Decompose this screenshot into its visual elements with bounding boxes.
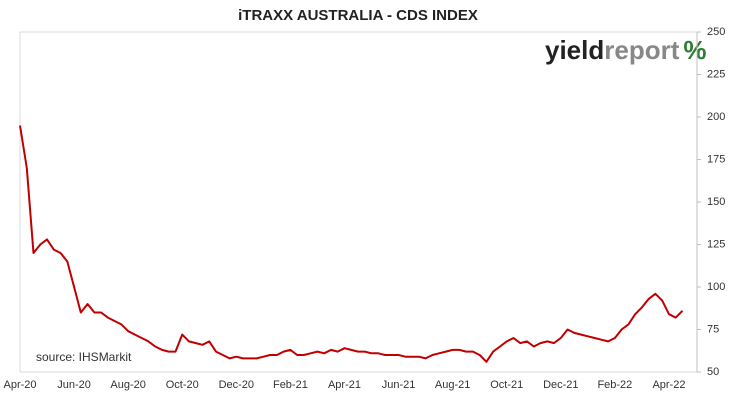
y-tick-label: 50	[707, 366, 719, 378]
x-tick-label: Jun-21	[382, 379, 416, 391]
x-tick-label: Oct-20	[166, 379, 199, 391]
y-tick-label: 175	[707, 153, 725, 165]
logo-yield: yield	[545, 35, 604, 65]
chart-title: iTRAXX AUSTRALIA - CDS INDEX	[238, 7, 478, 24]
x-tick-label: Apr-22	[652, 379, 685, 391]
y-tick-label: 250	[707, 26, 725, 38]
y-tick-label: 125	[707, 238, 725, 250]
x-tick-label: Apr-20	[3, 379, 36, 391]
logo-percent: %	[683, 35, 706, 65]
x-tick-label: Feb-22	[597, 379, 632, 391]
x-tick-label: Oct-21	[490, 379, 523, 391]
y-tick-label: 150	[707, 196, 725, 208]
x-tick-label: Feb-21	[273, 379, 308, 391]
logo-report: report	[604, 35, 679, 65]
y-tick-label: 200	[707, 111, 725, 123]
plot-area	[19, 31, 698, 373]
x-tick-label: Aug-21	[435, 379, 470, 391]
data-line	[19, 125, 684, 363]
x-tick-label: Jun-20	[57, 379, 91, 391]
logo: yieldreport%	[545, 35, 707, 65]
x-tick-label: Apr-21	[328, 379, 361, 391]
x-tick-label: Dec-21	[543, 379, 578, 391]
y-tick-label: 100	[707, 281, 725, 293]
y-tick-label: 75	[707, 323, 719, 335]
x-tick-label: Aug-20	[110, 379, 145, 391]
y-tick-label: 225	[707, 68, 725, 80]
source-note: source: IHSMarkit	[36, 350, 132, 364]
x-tick-label: Dec-20	[219, 379, 254, 391]
